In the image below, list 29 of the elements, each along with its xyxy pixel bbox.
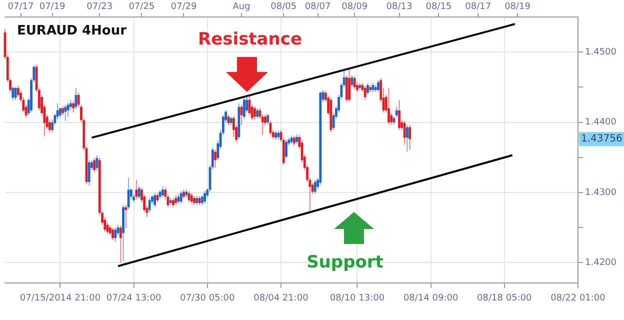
text: 08/05 (270, 2, 297, 12)
text: EURAUD 4Hour (17, 23, 128, 38)
x-tick-label: 07/24 13:00 (106, 294, 162, 304)
annotation: Resistance (198, 29, 302, 50)
text: 07/17 (8, 2, 34, 12)
text: 07/23 (86, 2, 113, 12)
text: 08/19 (504, 2, 531, 12)
x-tick-label: 08/04 21:00 (254, 294, 309, 304)
x-tick-label: 08/18 05:00 (477, 294, 532, 304)
text: Aug (232, 2, 250, 12)
y-tick-label: 1.4500 (585, 47, 617, 58)
x-tick-label: 08/22 01:00 (550, 294, 606, 304)
text: 08/09 (342, 2, 368, 12)
y-tick-label: 1.4400 (585, 118, 617, 128)
x-tick-label: 07/30 05:00 (180, 294, 236, 304)
text: 08/15 (426, 2, 452, 12)
text: 08/17 (465, 2, 492, 12)
text: 07/25 (128, 2, 155, 12)
text: 08/13 (386, 2, 412, 12)
text: 07/19 (39, 2, 66, 12)
text: 1.43756 (581, 134, 622, 145)
x-tick-label: 08/14 09:00 (403, 294, 458, 304)
y-tick-label: 1.4200 (585, 258, 617, 268)
x-tick-label: 07/15/2014 21:00 (20, 294, 101, 304)
text: 07/29 (170, 2, 197, 12)
y-tick-label: 1.4300 (585, 188, 617, 198)
x-tick-label: 08/10 13:00 (330, 294, 385, 304)
annotation: Support (306, 252, 384, 272)
text: 08/07 (304, 2, 331, 12)
